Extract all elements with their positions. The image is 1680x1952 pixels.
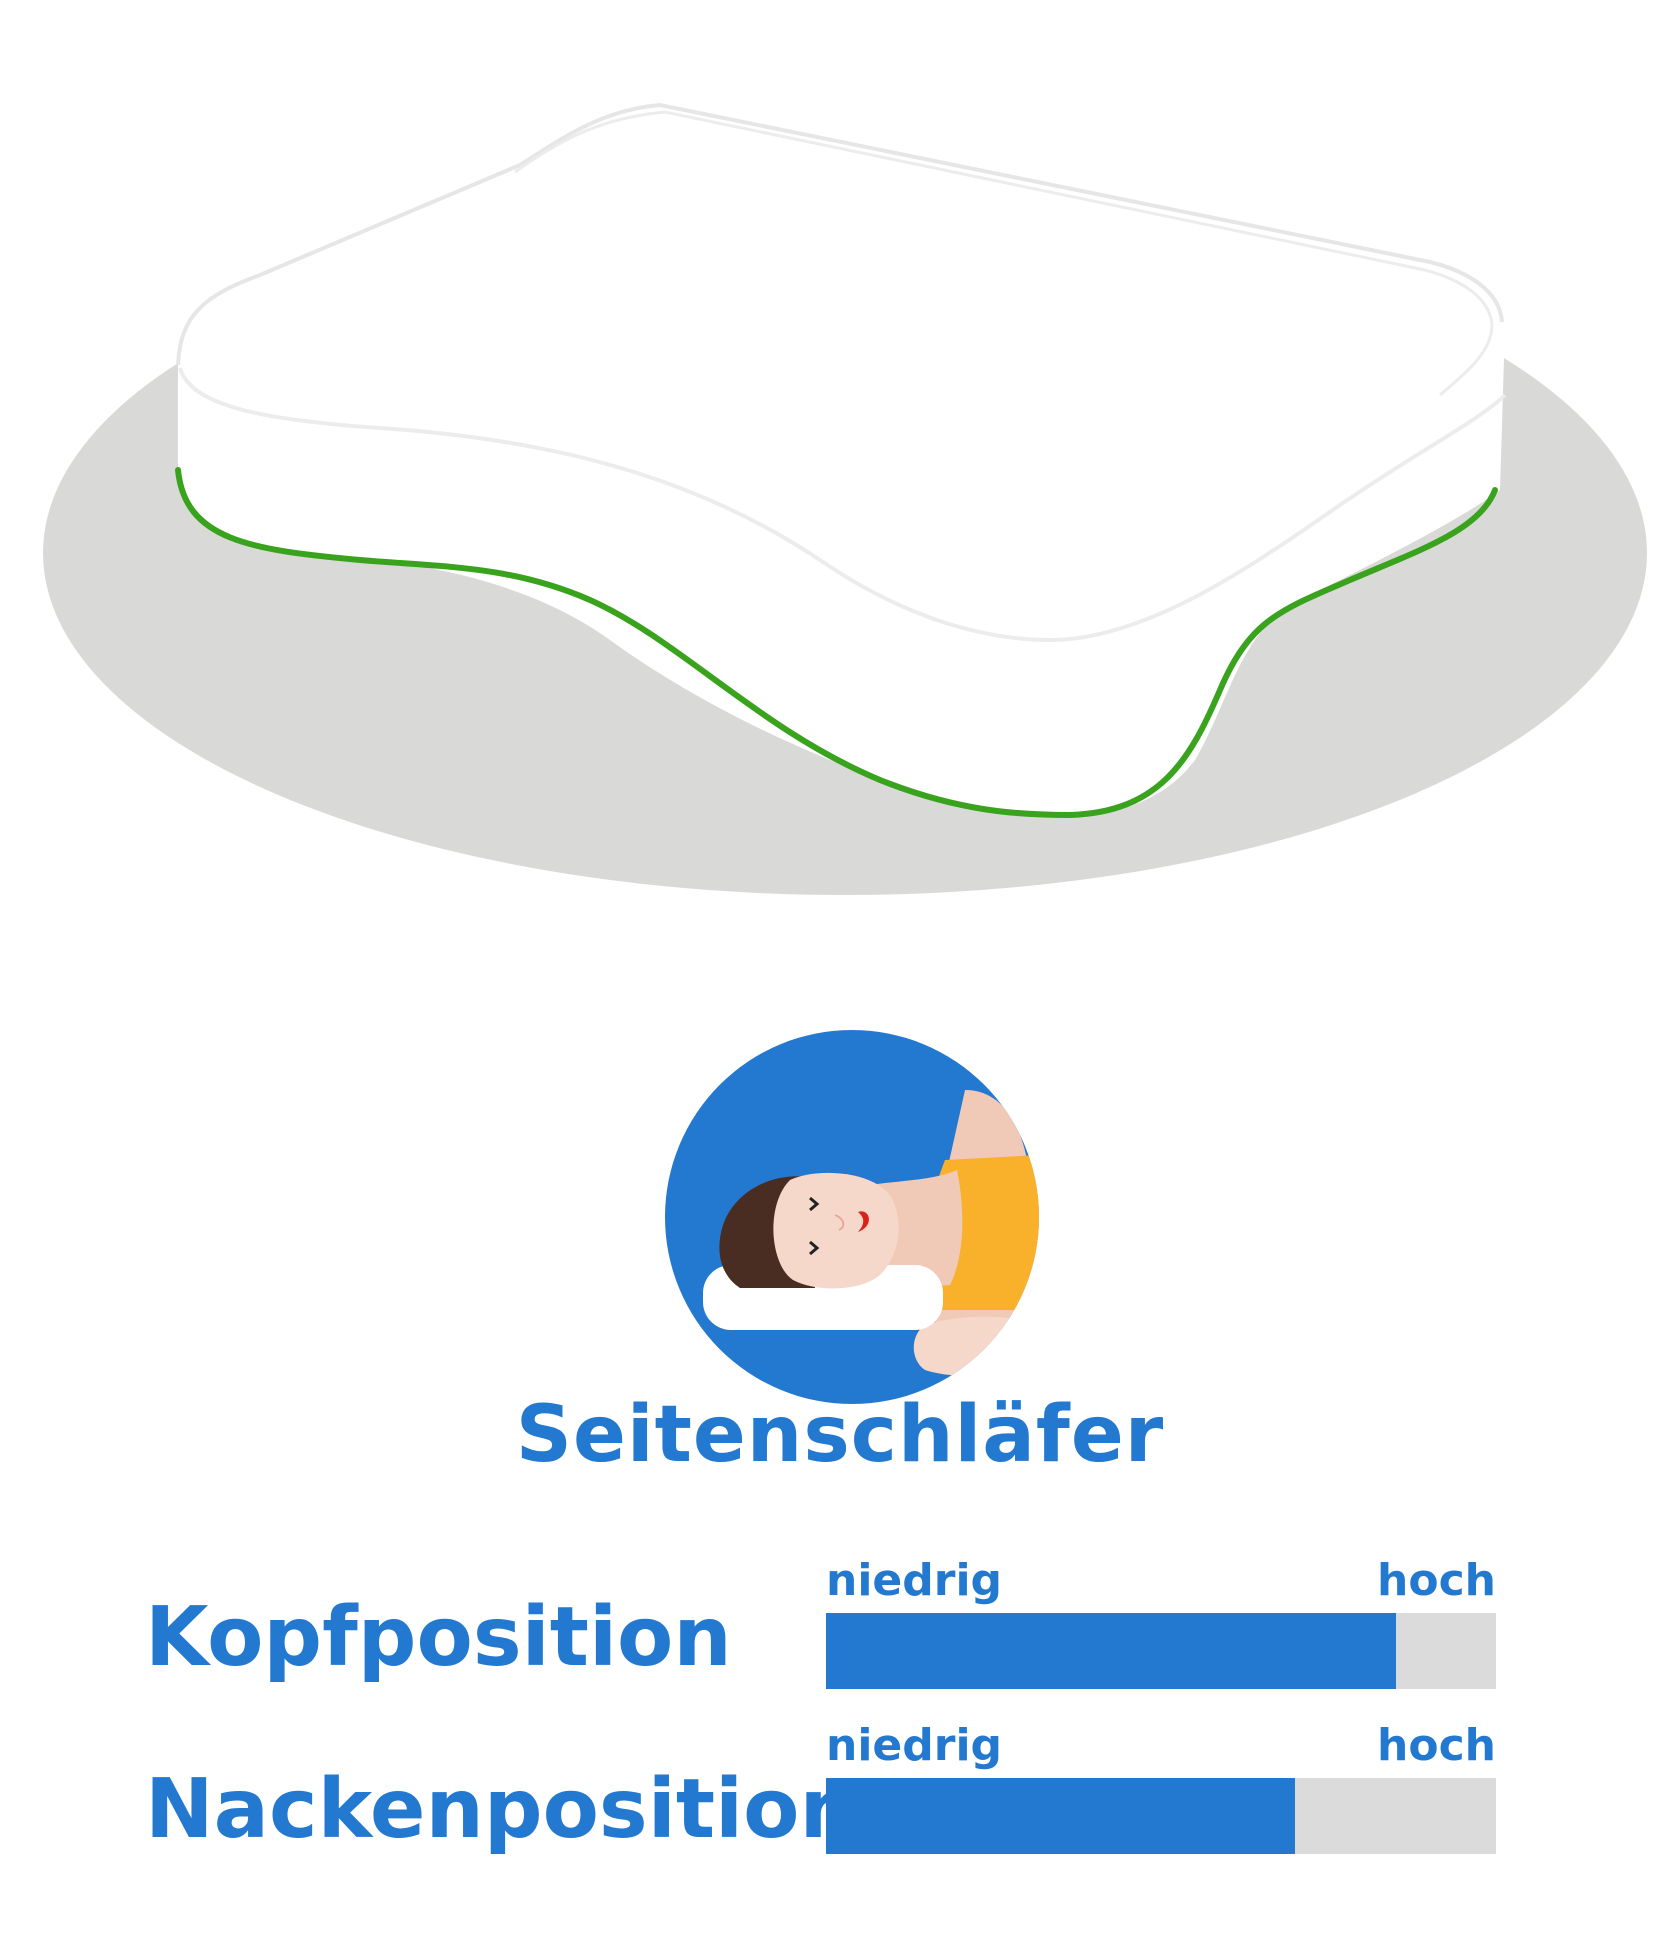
nackenposition-bar [826,1778,1496,1854]
kopfposition-label: Kopfposition [145,1590,732,1685]
pillow-contour-line [175,467,1498,819]
kopfposition-low-label: niedrig [826,1555,1003,1606]
nackenposition-low-label: niedrig [826,1720,1003,1771]
kopfposition-bar-fill [826,1613,1396,1689]
kopfposition-bar [826,1613,1496,1689]
side-sleeper-icon [665,1030,1040,1405]
nackenposition-label: Nackenposition [145,1762,858,1857]
nackenposition-high-label: hoch [1377,1720,1496,1771]
sleeper-type-title: Seitenschläfer [515,1390,1165,1480]
nackenposition-bar-fill [826,1778,1295,1854]
pillow-illustration [0,0,1680,900]
pillow-body [178,105,1505,817]
kopfposition-high-label: hoch [1377,1555,1496,1606]
